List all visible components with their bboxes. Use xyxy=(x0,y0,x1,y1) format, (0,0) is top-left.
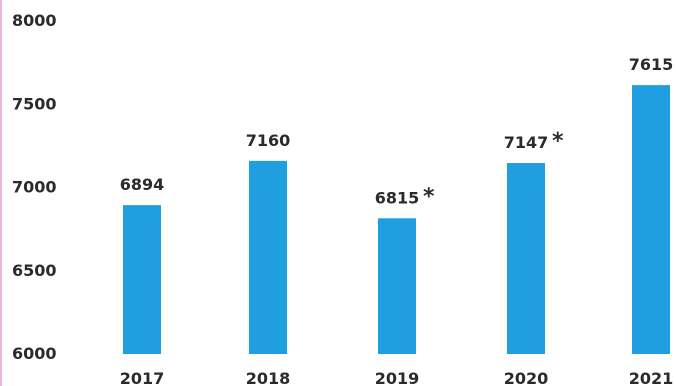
x-tick-label: 2019 xyxy=(375,369,420,386)
y-tick-label: 7000 xyxy=(12,178,57,197)
x-tick-label: 2018 xyxy=(246,369,291,386)
value-label-2019: 6815 xyxy=(375,188,420,207)
x-tick-label: 2021 xyxy=(629,369,674,386)
left-edge-line xyxy=(0,0,2,386)
x-axis-ticks: 2017 2018 2019 2020 2021 xyxy=(120,369,674,386)
y-tick-label: 6500 xyxy=(12,261,57,280)
value-label-2017: 6894 xyxy=(120,175,165,194)
y-tick-label: 8000 xyxy=(12,11,57,30)
bar-2019 xyxy=(378,218,416,354)
y-axis-ticks: 8000 7500 7000 6500 6000 xyxy=(12,11,57,363)
y-tick-label: 7500 xyxy=(12,94,57,113)
bar-2020 xyxy=(507,163,545,354)
bars xyxy=(123,85,670,354)
asterisk-marker: * xyxy=(552,129,564,154)
bar-2018 xyxy=(249,160,287,354)
asterisk-marker: * xyxy=(423,184,435,209)
x-tick-label: 2017 xyxy=(120,369,165,386)
value-label-2018: 7160 xyxy=(246,131,291,150)
value-label-2021: 7615 xyxy=(629,55,674,74)
bar-2017 xyxy=(123,205,161,354)
y-tick-label: 6000 xyxy=(12,344,57,363)
x-tick-label: 2020 xyxy=(504,369,549,386)
value-label-2020: 7147 xyxy=(504,133,549,152)
bar-2021 xyxy=(632,85,670,354)
